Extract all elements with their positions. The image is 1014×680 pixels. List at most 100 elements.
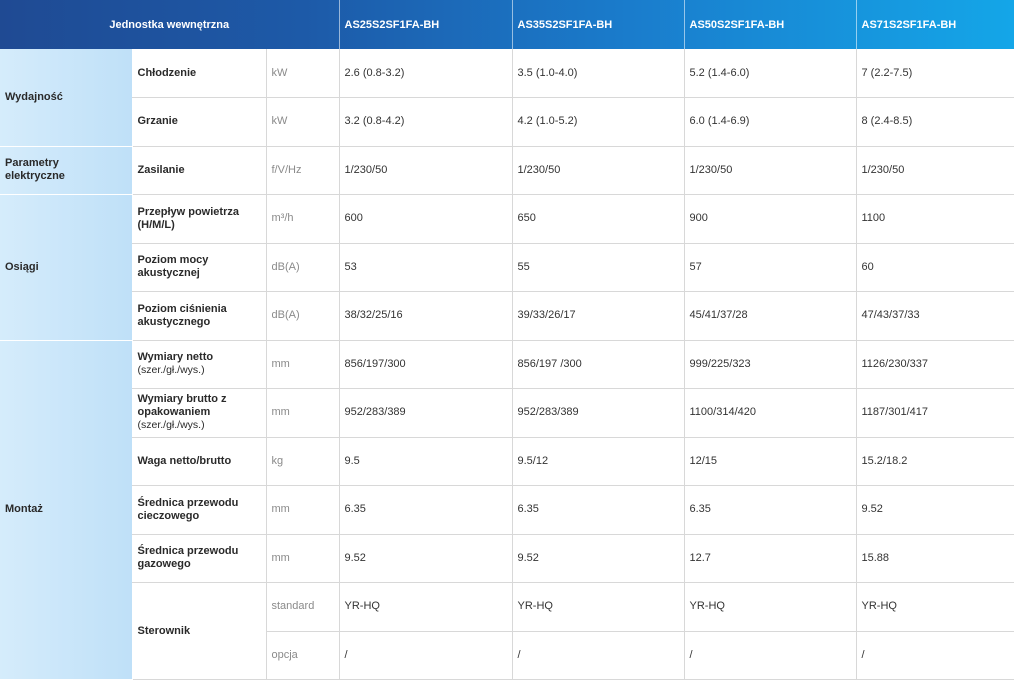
cell-value: 952/283/389 bbox=[512, 388, 685, 438]
row-unit: kW bbox=[266, 49, 340, 98]
cell-value: 3.2 (0.8-4.2) bbox=[339, 97, 513, 147]
cell-value: 1/230/50 bbox=[856, 146, 1014, 195]
cell-value: 6.35 bbox=[339, 485, 513, 535]
cell-value: 4.2 (1.0-5.2) bbox=[512, 97, 685, 147]
cell-value: / bbox=[512, 631, 685, 680]
cell-value: 9.5 bbox=[339, 437, 513, 486]
cell-value: 9.52 bbox=[512, 534, 685, 583]
table-row: Sterownik standard YR-HQ YR-HQ YR-HQ YR-… bbox=[0, 582, 1014, 680]
row-unit: dB(A) bbox=[266, 291, 340, 341]
cell-value: / bbox=[684, 631, 857, 680]
cell-value: 650 bbox=[512, 194, 685, 244]
category-osiagi: Osiągi bbox=[0, 194, 132, 341]
cell-value: 999/225/323 bbox=[684, 340, 857, 389]
table-header-row: Jednostka wewnętrzna AS25S2SF1FA-BH AS35… bbox=[0, 0, 1014, 49]
cell-value: 57 bbox=[684, 243, 857, 292]
cell-value: 1/230/50 bbox=[339, 146, 513, 195]
cell-value: / bbox=[856, 631, 1014, 680]
row-name: Chłodzenie bbox=[131, 49, 267, 98]
cell-value: 1126/230/337 bbox=[856, 340, 1014, 389]
category-parametry-line1: Parametry bbox=[5, 157, 59, 170]
row-name: Sterownik bbox=[131, 582, 267, 680]
row-name-main: Wymiary netto bbox=[137, 351, 214, 364]
cell-value: 1187/301/417 bbox=[856, 388, 1014, 438]
cell-value: 8 (2.4-8.5) bbox=[856, 97, 1014, 147]
row-unit: kg bbox=[266, 437, 340, 486]
category-parametry: Parametry elektryczne bbox=[0, 146, 132, 195]
row-name: Waga netto/brutto bbox=[131, 437, 267, 486]
cell-value: 15.2/18.2 bbox=[856, 437, 1014, 486]
cell-value: 38/32/25/16 bbox=[339, 291, 513, 341]
row-name-sub: (szer./gł./wys.) bbox=[137, 419, 205, 432]
cell-value: 2.6 (0.8-3.2) bbox=[339, 49, 513, 98]
cell-value: 55 bbox=[512, 243, 685, 292]
row-name: Poziom ciśnienia akustycznego bbox=[131, 291, 267, 341]
row-name: Poziom mocy akustycznej bbox=[131, 243, 267, 292]
cell-value: YR-HQ bbox=[856, 582, 1014, 632]
row-name: Zasilanie bbox=[131, 146, 267, 195]
table-row: Grzanie kW 3.2 (0.8-4.2) 4.2 (1.0-5.2) 6… bbox=[0, 97, 1014, 147]
row-unit: opcja bbox=[266, 631, 340, 680]
row-unit: mm bbox=[266, 388, 340, 438]
cell-value: 952/283/389 bbox=[339, 388, 513, 438]
cell-value: 5.2 (1.4-6.0) bbox=[684, 49, 857, 98]
row-name: Średnica przewodu cieczowego bbox=[131, 485, 267, 535]
model-header-4: AS71S2SF1FA-BH bbox=[861, 18, 957, 31]
table-row: Wymiary brutto z opakowaniem (szer./gł./w… bbox=[0, 388, 1014, 438]
row-name: Wymiary brutto z opakowaniem (szer./gł./w… bbox=[131, 388, 267, 438]
model-header-1: AS25S2SF1FA-BH bbox=[339, 0, 513, 49]
cell-value: 60 bbox=[856, 243, 1014, 292]
cell-value: YR-HQ bbox=[512, 582, 685, 632]
row-name: Przepływ powietrza (H/M/L) bbox=[131, 194, 267, 244]
row-unit: mm bbox=[266, 485, 340, 535]
cell-value: 9.5/12 bbox=[512, 437, 685, 486]
cell-value: YR-HQ bbox=[684, 582, 857, 632]
cell-value: 1/230/50 bbox=[684, 146, 857, 195]
cell-value: 856/197 /300 bbox=[512, 340, 685, 389]
cell-value: 1100/314/420 bbox=[684, 388, 857, 438]
cell-value: 53 bbox=[339, 243, 513, 292]
row-name: Grzanie bbox=[131, 97, 267, 147]
cell-value: 900 bbox=[684, 194, 857, 244]
cell-value: 12/15 bbox=[684, 437, 857, 486]
cell-value: 9.52 bbox=[339, 534, 513, 583]
cell-value: 600 bbox=[339, 194, 513, 244]
row-name-sub: (szer./gł./wys.) bbox=[137, 364, 205, 377]
row-name-main: Wymiary brutto z opakowaniem bbox=[137, 393, 227, 419]
table-row: Montaż Wymiary netto (szer./gł./wys.) mm … bbox=[0, 340, 1014, 680]
row-name: Średnica przewodu gazowego bbox=[131, 534, 267, 583]
header-title: Jednostka wewnętrzna bbox=[0, 0, 340, 49]
table-row: Wydajność Chłodzenie kW 2.6 (0.8-3.2) 3.… bbox=[0, 49, 1014, 147]
cell-value: YR-HQ bbox=[339, 582, 513, 632]
cell-value: / bbox=[339, 631, 513, 680]
table-row: Średnica przewodu cieczowego mm 6.35 6.3… bbox=[0, 485, 1014, 535]
model-header-2: AS35S2SF1FA-BH bbox=[512, 0, 685, 49]
row-unit: f/V/Hz bbox=[266, 146, 340, 195]
table-row: Poziom mocy akustycznej dB(A) 53 55 57 6… bbox=[0, 243, 1014, 292]
cell-value: 6.35 bbox=[684, 485, 857, 535]
cell-value: 1100 bbox=[856, 194, 1014, 244]
cell-value: 45/41/37/28 bbox=[684, 291, 857, 341]
row-unit: mm bbox=[266, 534, 340, 583]
cell-value: 6.35 bbox=[512, 485, 685, 535]
cell-value: 12.7 bbox=[684, 534, 857, 583]
cell-value: 47/43/37/33 bbox=[856, 291, 1014, 341]
table-row: Osiągi Przepływ powietrza (H/M/L) m³/h 6… bbox=[0, 194, 1014, 341]
row-unit: kW bbox=[266, 97, 340, 147]
cell-value: 3.5 (1.0-4.0) bbox=[512, 49, 685, 98]
cell-value: 6.0 (1.4-6.9) bbox=[684, 97, 857, 147]
table-row: Parametry elektryczne Zasilanie f/V/Hz 1/… bbox=[0, 146, 1014, 195]
category-montaz: Montaż bbox=[0, 340, 132, 680]
row-unit: m³/h bbox=[266, 194, 340, 244]
table-row: Średnica przewodu gazowego mm 9.52 9.52 … bbox=[0, 534, 1014, 583]
cell-value: 15.88 bbox=[856, 534, 1014, 583]
row-name: Wymiary netto (szer./gł./wys.) bbox=[131, 340, 267, 389]
row-unit: dB(A) bbox=[266, 243, 340, 292]
row-unit: mm bbox=[266, 340, 340, 389]
cell-value: 856/197/300 bbox=[339, 340, 513, 389]
table-row: Poziom ciśnienia akustycznego dB(A) 38/3… bbox=[0, 291, 1014, 341]
category-wydajnosc: Wydajność bbox=[0, 49, 132, 147]
cell-value: 1/230/50 bbox=[512, 146, 685, 195]
model-header-3: AS50S2SF1FA-BH bbox=[684, 0, 857, 49]
